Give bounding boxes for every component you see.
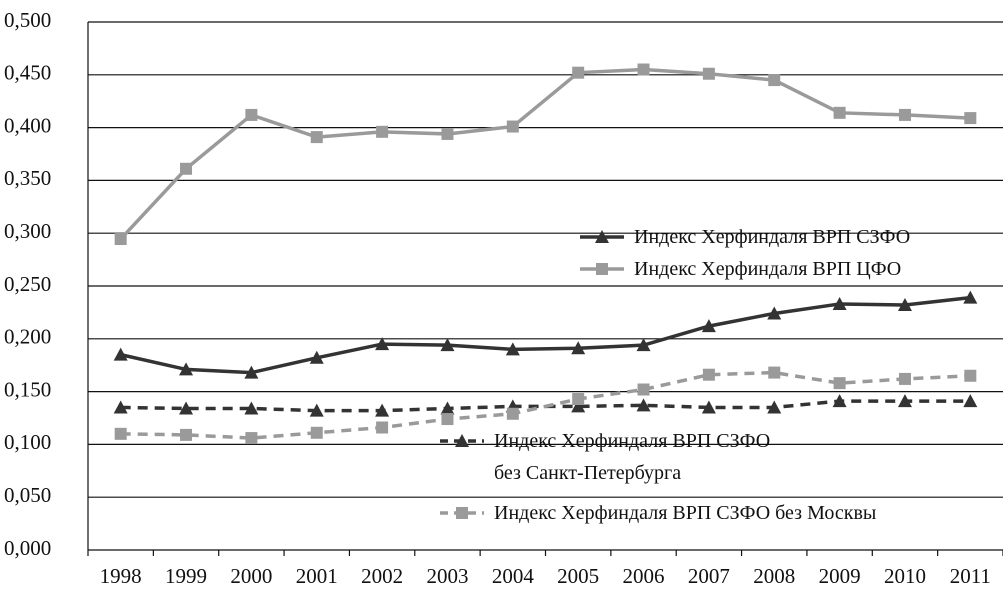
data-point: [833, 377, 846, 390]
series-line: [120, 295, 971, 375]
data-point: [440, 338, 455, 352]
x-tick-label: 2006: [623, 564, 665, 588]
data-point: [637, 383, 650, 396]
data-point: [179, 401, 194, 415]
legend-marker: [456, 507, 468, 519]
y-tick-label: 0,050: [4, 483, 51, 507]
data-point: [768, 74, 781, 87]
data-point: [179, 362, 194, 376]
data-point: [113, 347, 128, 361]
x-tick-label: 1999: [165, 564, 207, 588]
x-tick-label: 2003: [426, 564, 468, 588]
data-point: [767, 400, 782, 414]
legend-marker: [455, 434, 469, 447]
data-point: [701, 400, 716, 414]
data-point: [636, 398, 651, 412]
data-point: [245, 432, 258, 445]
data-point: [441, 127, 454, 140]
data-point: [572, 392, 585, 405]
data-point: [701, 319, 716, 333]
data-point: [571, 399, 586, 413]
x-tick-label: 2002: [361, 564, 403, 588]
data-point: [309, 350, 324, 364]
x-tick-label: 2008: [753, 564, 795, 588]
y-tick-label: 0,350: [4, 166, 51, 190]
data-point: [245, 108, 258, 121]
data-point: [768, 366, 781, 379]
y-tick-label: 0,100: [4, 430, 51, 454]
x-tick-label: 2004: [492, 564, 535, 588]
legend-label: Индекс Херфиндаля ВРП ЦФО: [634, 258, 902, 280]
data-point: [636, 338, 651, 352]
legend-marker: [596, 263, 608, 275]
series-line: [120, 370, 971, 440]
data-point: [505, 342, 520, 356]
data-point: [113, 400, 128, 414]
data-point: [309, 403, 324, 417]
data-point: [897, 298, 912, 312]
data-point: [833, 106, 846, 119]
data-point: [506, 407, 519, 420]
data-point: [440, 401, 455, 415]
data-point: [767, 306, 782, 320]
y-tick-label: 0,150: [4, 377, 51, 401]
data-point: [702, 67, 715, 80]
data-point: [244, 401, 259, 415]
data-point: [963, 290, 978, 304]
data-point: [832, 296, 847, 310]
y-tick-label: 0,400: [4, 113, 51, 137]
data-point: [572, 66, 585, 79]
data-point: [244, 365, 259, 379]
x-tick-label: 2007: [688, 564, 730, 588]
legend-label: Индекс Херфиндаля ВРП СЗФО без Санкт-Пет…: [494, 430, 771, 484]
data-point: [571, 341, 586, 355]
data-point: [702, 368, 715, 381]
y-tick-label: 0,300: [4, 219, 51, 243]
data-point: [963, 394, 978, 408]
legend-marker: [595, 230, 609, 243]
data-point: [506, 120, 519, 133]
x-tick-label: 2010: [884, 564, 926, 588]
data-point: [180, 428, 193, 441]
data-point: [114, 427, 127, 440]
data-point: [964, 369, 977, 382]
series-line: [119, 67, 971, 241]
data-point: [441, 413, 454, 426]
data-point: [964, 112, 977, 125]
data-point: [376, 125, 389, 138]
data-point: [637, 63, 650, 76]
x-tick-label: 1998: [100, 564, 142, 588]
x-tick-label: 2000: [230, 564, 272, 588]
data-point: [375, 403, 390, 417]
x-tick-label: 2011: [950, 564, 991, 588]
y-tick-label: 0,000: [4, 536, 51, 560]
data-point: [114, 233, 127, 246]
data-point: [310, 131, 323, 144]
legend-label: Индекс Херфиндаля ВРП СЗФО: [634, 226, 911, 248]
data-point: [376, 421, 389, 434]
data-point: [898, 108, 911, 121]
x-tick-label: 2009: [819, 564, 861, 588]
y-tick-label: 0,450: [4, 61, 51, 85]
x-tick-label: 2005: [557, 564, 599, 588]
y-tick-label: 0,250: [4, 272, 51, 296]
x-tick-label: 2001: [296, 564, 338, 588]
data-point: [897, 394, 912, 408]
data-point: [310, 426, 323, 439]
data-point: [375, 337, 390, 351]
legend-label: Индекс Херфиндаля ВРП СЗФО без Москвы: [494, 502, 877, 524]
data-point: [898, 372, 911, 385]
data-point: [832, 394, 847, 408]
data-point: [180, 162, 193, 175]
y-tick-label: 0,500: [4, 8, 51, 32]
y-tick-label: 0,200: [4, 325, 51, 349]
series-line: [120, 399, 971, 413]
